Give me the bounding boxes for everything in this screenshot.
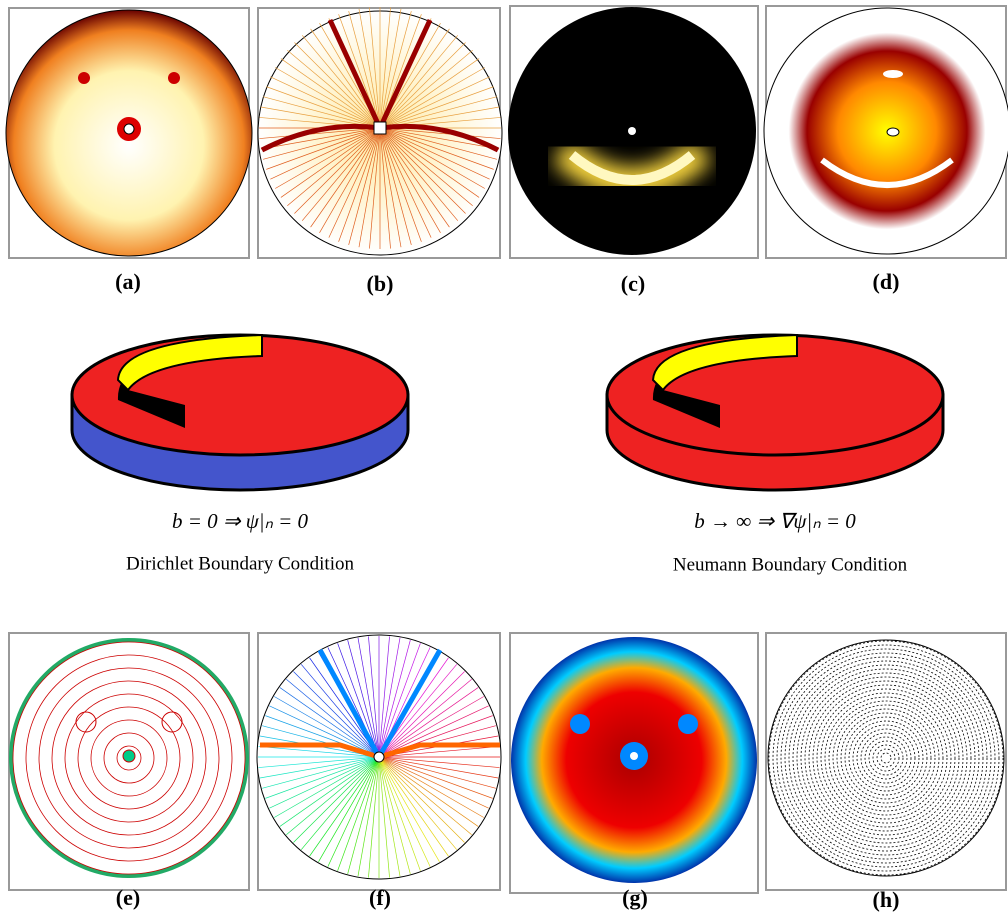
panel-h [766,633,1006,890]
singularity [374,752,384,762]
panel-c [508,6,758,258]
condition-name: Dirichlet Boundary Condition [126,553,354,574]
panel-label: (d) [873,269,900,294]
panel-e [9,633,249,890]
panel-g [510,633,758,893]
neumann-disk [607,335,943,490]
panel-a [6,8,252,258]
panel-label: (b) [367,271,394,296]
panel-label: (a) [115,269,141,294]
panel-label: (c) [621,271,645,296]
figure: (a) (b) (c) (d) b = 0 ⇒ ψ|ₙ = 0 Dirichle… [0,0,1008,920]
panel-b [258,7,502,258]
panel-label: (e) [116,885,140,910]
equation: b = 0 ⇒ ψ|ₙ = 0 [172,509,309,533]
equation: b → ∞ ⇒ ∇ψ|ₙ = 0 [694,509,856,533]
condition-name: Neumann Boundary Condition [673,554,908,575]
panel-label: (g) [622,885,648,910]
panel-label: (f) [369,885,391,910]
dirichlet-disk [72,335,408,490]
panel-d [764,6,1008,258]
panel-label: (h) [873,887,900,912]
singularity [374,122,386,134]
panel-f [257,633,501,890]
